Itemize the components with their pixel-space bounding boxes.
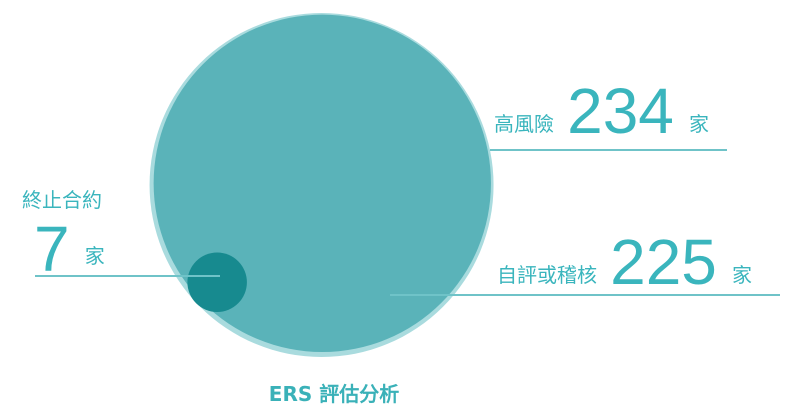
chart-title: ERS 評估分析 <box>269 382 399 406</box>
category-label: 終止合約 <box>22 188 102 212</box>
bubbles <box>149 13 494 357</box>
value-label: 7 <box>34 213 70 285</box>
value-group: 自評或稽核 225 家 <box>497 226 752 298</box>
value-label: 225 <box>610 226 717 298</box>
bubble <box>187 252 247 312</box>
value-label: 234 <box>567 75 674 147</box>
category-label: 高風險 <box>494 112 554 136</box>
value-group: 高風險 234 家 <box>494 75 709 147</box>
leader-lines <box>35 149 780 296</box>
value-group: 7 家 <box>34 213 105 285</box>
category-label: 自評或稽核 <box>497 263 597 287</box>
unit-label: 家 <box>689 112 709 136</box>
unit-label: 家 <box>85 244 105 268</box>
unit-label: 家 <box>732 263 752 287</box>
